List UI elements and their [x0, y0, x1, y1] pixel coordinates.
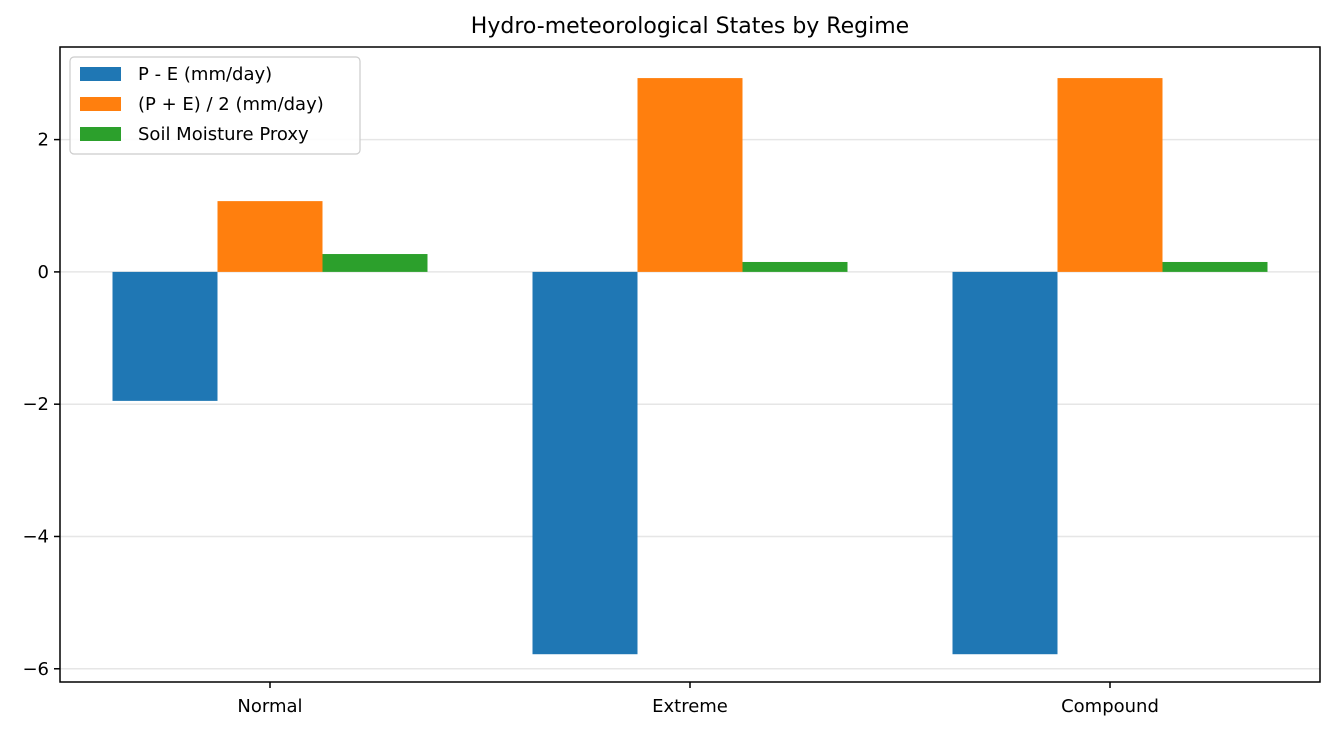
legend-label: P - E (mm/day): [138, 64, 272, 85]
legend-label: Soil Moisture Proxy: [138, 124, 309, 145]
x-tick-label: Compound: [1061, 696, 1159, 717]
legend-label: (P + E) / 2 (mm/day): [138, 94, 324, 115]
y-axis-ticks: 2 0 −2 −4 −6: [22, 130, 60, 680]
y-tick-label: −2: [22, 394, 49, 415]
legend-box: [69, 56, 361, 155]
legend: P - E (mm/day) (P + E) / 2 (mm/day) Soil M…: [69, 56, 361, 155]
legend-swatch: [80, 127, 121, 141]
bar: [1057, 78, 1163, 272]
bar: [532, 271, 638, 655]
legend-swatch: [80, 97, 121, 111]
bar: [637, 78, 743, 272]
bar: [952, 271, 1058, 655]
bar: [742, 261, 848, 272]
chart-title: Hydro-meteorological States by Regime: [471, 14, 909, 39]
bar: [1162, 261, 1268, 272]
y-tick-label: −4: [22, 526, 49, 547]
y-tick-label: 2: [38, 130, 49, 151]
legend-swatch: [80, 67, 121, 81]
y-tick-label: 0: [38, 262, 49, 283]
bar: [112, 271, 218, 401]
bar: [217, 201, 323, 272]
bars: [112, 78, 1268, 655]
x-tick-label: Extreme: [652, 696, 728, 717]
bar: [322, 254, 428, 272]
x-tick-label: Normal: [237, 696, 302, 717]
x-axis-ticks: Normal Extreme Compound: [237, 682, 1159, 717]
y-tick-label: −6: [22, 659, 49, 680]
